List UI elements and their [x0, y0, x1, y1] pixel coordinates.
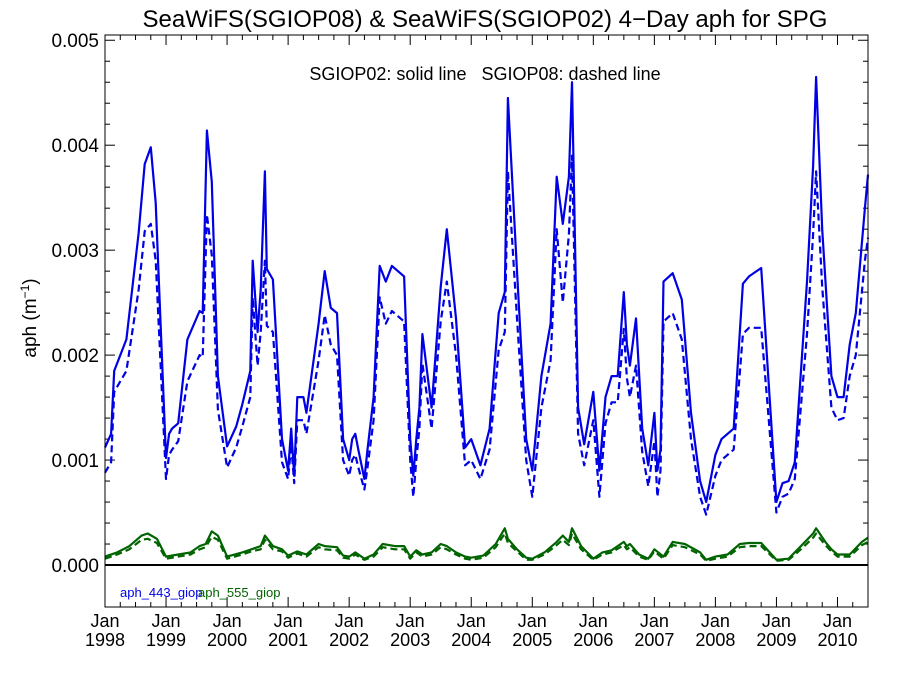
x-tick-label-year: 2000 [207, 630, 247, 650]
x-tick-label-month: Jan [579, 611, 608, 631]
x-tick-label-year: 2008 [695, 630, 735, 650]
y-tick-label: 0.000 [51, 556, 99, 577]
axes-layer: 0.0000.0010.0020.0030.0040.005Jan1998Jan… [51, 31, 868, 650]
x-tick-label-month: Jan [518, 611, 547, 631]
series-layer [103, 75, 870, 562]
x-tick-label-year: 1999 [146, 630, 186, 650]
x-tick-label-year: 2010 [817, 630, 857, 650]
y-axis-label: aph (m−1) [18, 278, 41, 357]
legend-entry: aph_443_giop [120, 585, 202, 600]
x-tick-label-month: Jan [762, 611, 791, 631]
x-tick-label-month: Jan [335, 611, 364, 631]
x-tick-label-month: Jan [457, 611, 486, 631]
x-tick-label-year: 2009 [756, 630, 796, 650]
y-axis-label-main: aph (m [20, 298, 41, 357]
x-tick-label-month: Jan [396, 611, 425, 631]
chart-annotation: SGIOP02: solid line SGIOP08: dashed line [309, 64, 660, 84]
x-tick-label-year: 2004 [451, 630, 491, 650]
y-tick-label: 0.003 [51, 241, 99, 262]
x-tick-label-month: Jan [90, 611, 119, 631]
x-tick-label-month: Jan [701, 611, 730, 631]
x-tick-label-year: 2007 [634, 630, 674, 650]
x-tick-label-month: Jan [640, 611, 669, 631]
x-tick-label-year: 1998 [85, 630, 125, 650]
legend-entry: aph_555_giop [198, 585, 280, 600]
y-tick-label: 0.001 [51, 451, 99, 472]
y-axis-label-superscript: −1 [18, 284, 32, 298]
x-tick-label-year: 2003 [390, 630, 430, 650]
x-tick-label-year: 2002 [329, 630, 369, 650]
x-tick-label-year: 2001 [268, 630, 308, 650]
series-line-2 [104, 527, 869, 561]
series-line-1 [104, 154, 870, 516]
y-tick-label: 0.005 [51, 31, 99, 52]
x-tick-label-month: Jan [274, 611, 303, 631]
chart-title: SeaWiFS(SGIOP08) & SeaWiFS(SGIOP02) 4−Da… [143, 6, 828, 33]
y-tick-label: 0.004 [51, 136, 99, 157]
x-tick-label-month: Jan [152, 611, 181, 631]
y-axis-label-close: ) [20, 278, 41, 284]
series-line-3 [104, 532, 869, 562]
x-tick-label-month: Jan [213, 611, 242, 631]
x-tick-label-year: 2005 [512, 630, 552, 650]
plot-frame [104, 34, 869, 608]
series-line-0 [103, 75, 870, 504]
x-tick-label-year: 2006 [573, 630, 613, 650]
x-tick-label-month: Jan [823, 611, 852, 631]
y-tick-label: 0.002 [51, 346, 99, 367]
